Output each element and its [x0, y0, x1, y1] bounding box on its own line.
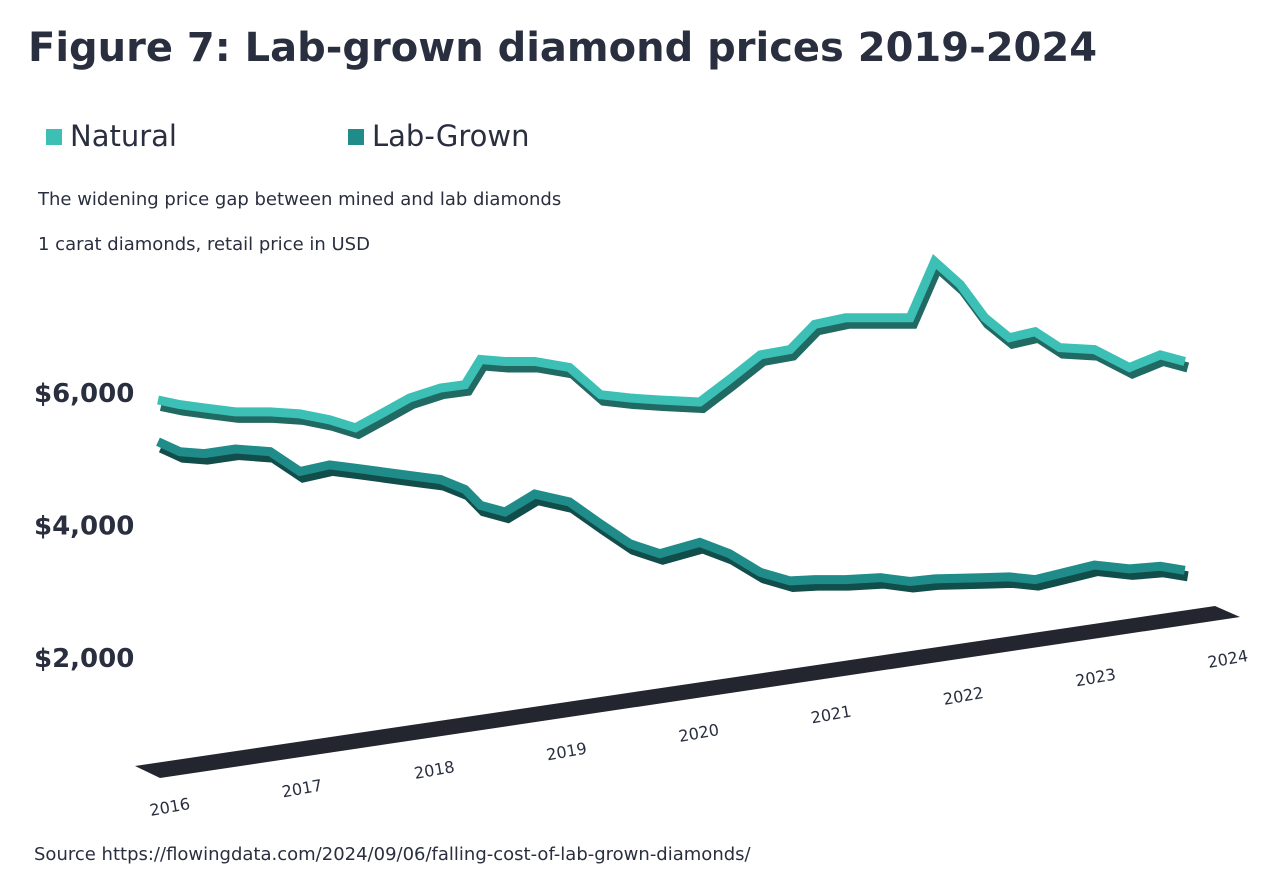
- x-tick-label: 2020: [677, 720, 720, 746]
- x-tick-label: 2021: [809, 702, 852, 728]
- line-shadow: [159, 259, 1190, 440]
- x-axis-bar: [135, 606, 1240, 778]
- chart-title: Figure 7: Lab-grown diamond prices 2019-…: [28, 25, 1097, 71]
- y-tick-label: $6,000: [34, 379, 134, 409]
- source: Source https://flowingdata.com/2024/09/0…: [34, 844, 752, 865]
- y-tick-label: $4,000: [34, 512, 134, 542]
- x-tick-label: 2023: [1074, 665, 1117, 691]
- legend-swatch: [46, 129, 62, 145]
- x-tick-label: 2024: [1206, 646, 1249, 672]
- x-tick-label: 2018: [413, 757, 456, 783]
- line-shadow: [158, 443, 1189, 593]
- y-tick-label: $2,000: [34, 644, 134, 674]
- legend-swatch: [348, 129, 364, 145]
- x-tick-label: 2017: [280, 776, 323, 802]
- line: [156, 437, 1186, 587]
- x-tick-label: 2022: [942, 683, 985, 709]
- legend-label: Natural: [70, 119, 177, 153]
- subtitle: The widening price gap between mined and…: [37, 189, 561, 210]
- line: [157, 253, 1186, 433]
- legend-label: Lab-Grown: [372, 119, 529, 153]
- x-tick-label: 2019: [545, 739, 588, 765]
- x-tick-label: 2016: [148, 794, 191, 820]
- caption: 1 carat diamonds, retail price in USD: [38, 234, 370, 255]
